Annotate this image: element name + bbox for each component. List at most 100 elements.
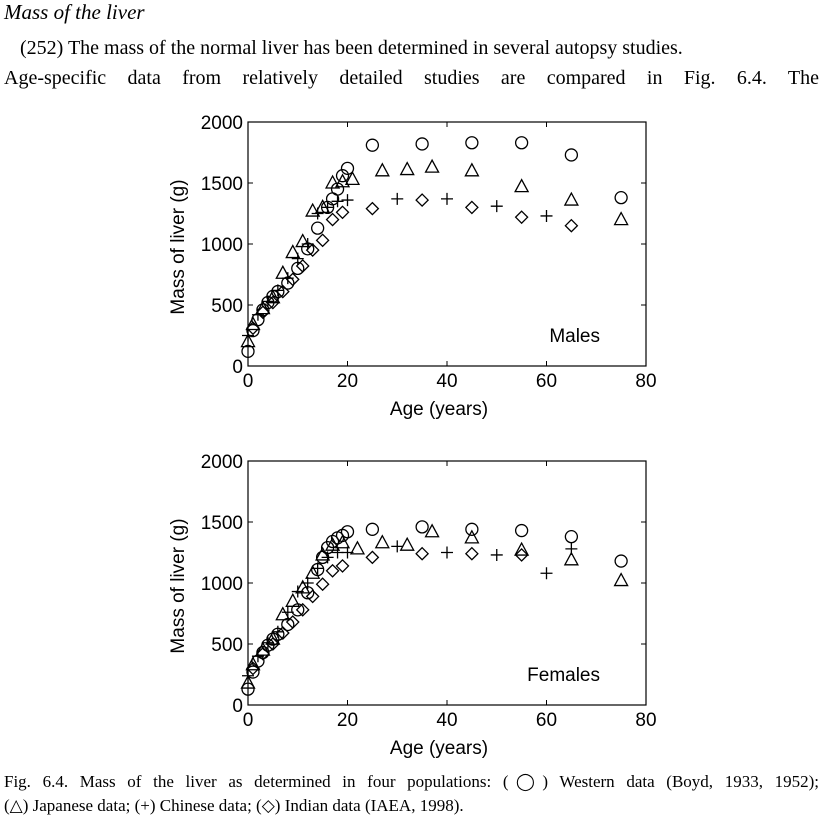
data-point-circle xyxy=(415,520,429,534)
data-point-triangle xyxy=(514,178,530,193)
y-tick-label: 1500 xyxy=(201,513,243,534)
data-point-diamond xyxy=(305,589,320,604)
chart-panel-females: 0 20 40 60 80 0 500 1000 1500 2000 Age (years) Mass… xyxy=(168,452,657,759)
data-point-diamond xyxy=(285,272,300,287)
data-point-plus xyxy=(301,238,314,250)
data-point-triangle xyxy=(334,173,351,188)
data-point-circle xyxy=(614,190,628,205)
data-point-circle xyxy=(340,161,355,176)
data-point-plus xyxy=(311,562,324,575)
paragraph-line-2: Age-specific data from relatively detail… xyxy=(4,67,819,89)
data-point-triangle xyxy=(245,316,261,331)
data-point-circle xyxy=(340,525,355,539)
data-point-triangle xyxy=(464,529,480,544)
data-point-triangle xyxy=(399,161,415,176)
data-point-triangle xyxy=(334,534,351,549)
y-axis-label: Mass of liver (g) xyxy=(168,518,189,653)
data-point-triangle xyxy=(245,656,261,671)
data-point-triangle xyxy=(240,333,256,348)
y-tick-label: 2000 xyxy=(201,452,243,473)
data-point-diamond xyxy=(275,626,290,640)
data-point-diamond xyxy=(256,305,270,320)
data-point-plus xyxy=(331,195,344,208)
data-point-diamond xyxy=(564,218,579,233)
x-tick-label: 0 xyxy=(243,710,254,731)
data-point-plus xyxy=(291,252,304,265)
data-point-circle xyxy=(246,323,260,338)
data-point-diamond xyxy=(365,550,380,565)
data-point-plus xyxy=(321,201,334,214)
y-tick-label: 0 xyxy=(232,357,243,378)
data-point-plus xyxy=(391,192,404,205)
x-tick-label: 60 xyxy=(536,371,557,392)
data-point-circle xyxy=(564,529,579,544)
paragraph-line-1: (252) The mass of the normal liver has b… xyxy=(20,37,683,59)
data-point-triangle xyxy=(613,211,629,226)
data-point-triangle xyxy=(285,244,301,259)
data-point-triangle xyxy=(255,641,271,656)
panel-label: Females xyxy=(527,665,600,686)
data-point-circle xyxy=(365,522,380,536)
data-point-plus xyxy=(391,540,404,553)
data-point-diamond xyxy=(265,295,280,310)
chart-panel-males: 0 20 40 60 80 0 500 1000 1500 2000 Age (years) Mass… xyxy=(168,113,657,420)
data-point-diamond xyxy=(464,200,479,215)
caption-line-2: (△) Japanese data; (+) Chinese data; (◇)… xyxy=(4,796,464,815)
data-point-triangle xyxy=(275,606,291,621)
y-axis-label: Mass of liver (g) xyxy=(168,179,189,314)
y-tick-label: 500 xyxy=(211,635,243,656)
data-point-plus xyxy=(441,192,453,205)
data-point-triangle xyxy=(295,233,311,248)
x-tick-label: 40 xyxy=(436,371,457,392)
x-tick-label: 20 xyxy=(337,710,358,731)
data-point-plus xyxy=(490,200,503,213)
data-point-plus xyxy=(490,548,503,561)
data-point-triangle xyxy=(399,536,415,551)
data-point-circle xyxy=(465,136,479,150)
data-point-diamond xyxy=(285,615,300,629)
data-point-plus xyxy=(341,194,354,207)
data-point-diamond xyxy=(335,559,350,573)
data-point-diamond xyxy=(415,193,430,207)
data-point-plus xyxy=(281,606,294,619)
data-point-triangle xyxy=(295,579,311,594)
data-point-circle xyxy=(564,148,579,162)
data-point-plus xyxy=(291,585,304,598)
y-tick-label: 1000 xyxy=(201,574,243,595)
data-point-triangle xyxy=(255,300,271,315)
data-point-plus xyxy=(441,546,453,559)
data-point-plus xyxy=(242,669,254,682)
data-point-triangle xyxy=(324,536,341,551)
data-point-triangle xyxy=(324,174,341,189)
data-point-diamond xyxy=(325,563,340,578)
data-point-triangle xyxy=(305,564,321,579)
data-point-circle xyxy=(365,138,380,152)
data-point-diamond xyxy=(246,321,260,336)
data-point-triangle xyxy=(344,170,361,185)
x-tick-label: 60 xyxy=(536,710,557,731)
data-point-triangle xyxy=(374,162,390,177)
data-point-plus xyxy=(311,207,324,220)
y-tick-label: 500 xyxy=(211,296,243,317)
y-tick-label: 0 xyxy=(232,696,243,717)
data-point-diamond xyxy=(275,284,290,299)
data-point-triangle xyxy=(563,551,579,566)
section-title: Mass of the liver xyxy=(4,0,145,24)
data-point-circle xyxy=(246,665,260,679)
data-point-circle xyxy=(514,136,529,150)
data-point-diamond xyxy=(295,602,310,617)
data-point-triangle xyxy=(613,572,629,587)
data-point-triangle xyxy=(563,191,579,206)
y-tick-label: 1000 xyxy=(201,235,243,256)
data-point-diamond xyxy=(305,243,320,258)
data-point-circle xyxy=(281,617,295,632)
data-point-triangle xyxy=(285,592,301,607)
data-point-circle xyxy=(614,554,628,568)
data-point-circle xyxy=(465,522,479,536)
y-tick-label: 2000 xyxy=(201,113,243,134)
data-point-triangle xyxy=(315,546,331,561)
data-point-circle xyxy=(415,137,429,151)
data-point-triangle xyxy=(374,534,390,549)
data-point-circle xyxy=(256,645,270,660)
